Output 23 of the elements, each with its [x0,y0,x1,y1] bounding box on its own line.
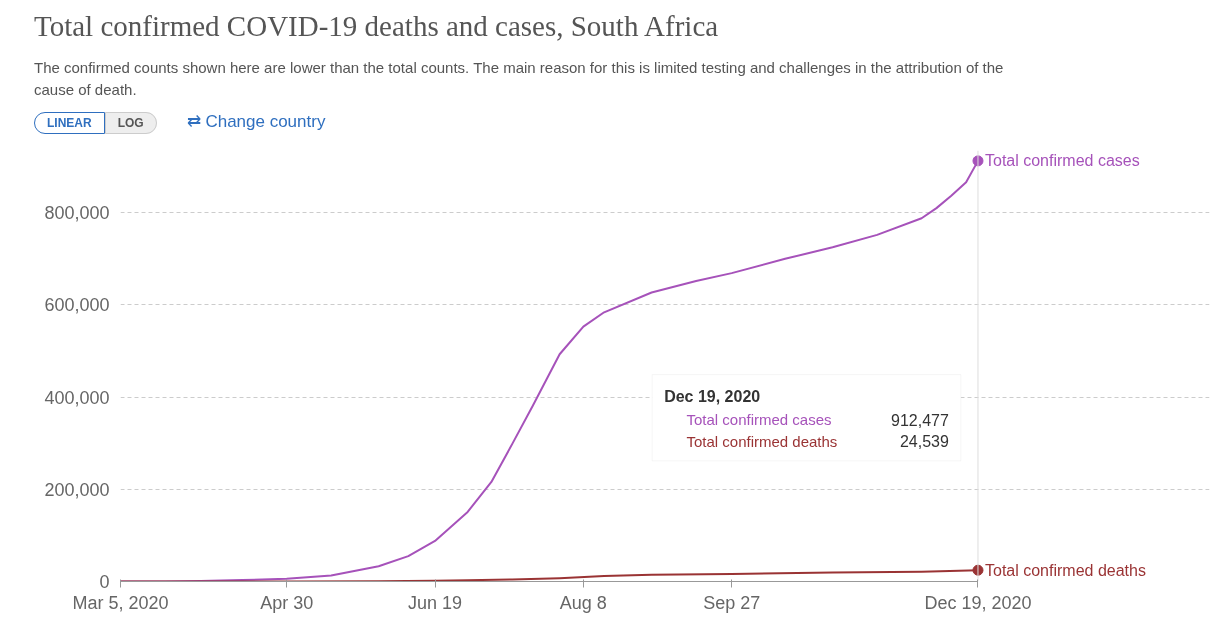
x-tick-label: Dec 19, 2020 [924,592,1032,613]
y-tick-label: 400,000 [44,387,110,408]
text: ⇄ Change country [186,112,326,132]
series-label: Total confirmed cases [984,152,1140,170]
y-tick-label: 0 [99,572,110,593]
x-tick-label: Jun 19 [407,592,463,613]
annotation: 912,477 [890,412,949,430]
text: LOG [104,112,157,135]
annotation: Total confirmed cases [686,411,832,429]
x-tick-label: Sep 27 [703,592,761,613]
x-tick-label: Mar 5, 2020 [72,592,169,613]
y-tick-label: 600,000 [44,295,110,316]
text: LINEAR [34,112,105,135]
chart-title: Total confirmed COVID-19 deaths and cases, South Africa [34,9,719,44]
annotation: 24,539 [899,433,949,451]
x-tick-label: Apr 30 [260,592,314,613]
annotation: Dec 19, 2020 [664,387,761,405]
y-tick-label: 800,000 [44,203,110,224]
series-label: Total confirmed deaths [984,561,1146,579]
y-tick-label: 200,000 [44,480,110,501]
annotation: Total confirmed deaths [686,433,838,451]
chart-subtitle: The confirmed counts shown here are lower than the total counts. The main reason for this is limited testing and challenges in the attribution of the cause of death. [34,58,1005,100]
x-tick-label: Aug 8 [559,592,607,613]
